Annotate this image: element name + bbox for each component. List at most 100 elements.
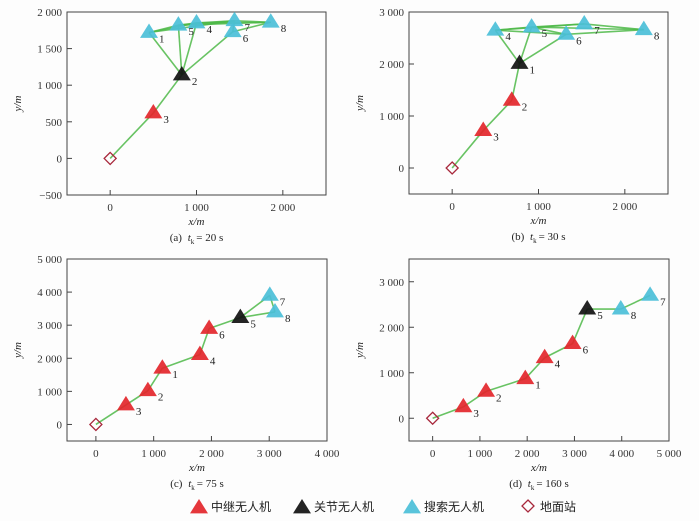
panel-d: 0 1 000 2 000 3 000 4 000 5 000 0 1 000 2 000 3 0…	[354, 258, 682, 492]
node-label: 1	[172, 369, 178, 381]
y-tick-label: 1 000	[37, 386, 62, 398]
x-axis-label: x/m	[188, 462, 205, 474]
search-uav-marker	[266, 302, 284, 318]
link-line	[494, 29, 521, 64]
x-tick-label: 3 000	[562, 448, 587, 460]
relay-uav-marker	[535, 348, 554, 364]
plot-frame	[66, 11, 327, 196]
link-line	[109, 112, 154, 159]
link-line	[148, 32, 183, 76]
node-label: 4	[207, 24, 213, 36]
relay-uav-marker	[144, 104, 163, 119]
y-axis-label: y/m	[354, 342, 366, 359]
y-tick-label: 5 000	[37, 254, 62, 266]
link-line	[571, 308, 588, 344]
relay-uav-marker	[477, 382, 496, 397]
x-tick-label: 0	[430, 448, 436, 460]
search-uav-marker	[225, 11, 244, 27]
y-tick-label: 2 000	[379, 322, 404, 334]
caption-value: = 160 s	[536, 478, 568, 490]
x-tick-label: 0	[449, 201, 455, 213]
y-tick-label: −500	[39, 190, 62, 202]
y-tick-label: 3 000	[379, 7, 404, 19]
y-tick-label: 2 000	[379, 59, 404, 71]
node-label: 6	[576, 35, 582, 47]
y-tick-label: 0	[399, 413, 405, 425]
relay-uav-marker	[138, 381, 157, 397]
node-label: 1	[535, 380, 541, 392]
caption-sub: k	[533, 237, 537, 245]
x-axis-label: x/m	[530, 462, 547, 474]
search-uav-marker	[634, 20, 653, 36]
node-label: 5	[597, 310, 603, 322]
y-tick-label: 0	[57, 419, 63, 431]
relay-uav-marker	[190, 345, 209, 361]
caption-value: = 30 s	[539, 231, 566, 243]
x-tick-label: 1 000	[141, 448, 166, 460]
x-tick-label: 1 000	[184, 202, 209, 214]
relay-uav-marker	[153, 359, 172, 374]
relay-uav-icon	[190, 499, 208, 514]
node-label: 6	[219, 329, 225, 341]
node-label: 7	[660, 296, 666, 308]
y-tick-label: 1 000	[379, 368, 404, 380]
link-line	[518, 26, 533, 64]
search-uav-marker	[261, 13, 280, 28]
node-label: 4	[555, 359, 561, 371]
relay-uav-marker	[454, 397, 473, 413]
node-label: 3	[493, 132, 499, 144]
search-uav-icon	[403, 499, 421, 514]
node-label: 1	[530, 64, 536, 76]
node-label: 6	[583, 345, 589, 357]
relay-uav-marker	[200, 319, 219, 334]
x-tick-label: 2 000	[515, 448, 540, 460]
x-tick-label: 3 000	[257, 448, 282, 460]
link-line	[178, 19, 235, 26]
y-tick-label: 0	[57, 153, 63, 165]
node-label: 3	[136, 406, 142, 418]
panel-caption: (b) tk = 30 s	[511, 231, 565, 245]
link-line	[152, 74, 183, 114]
panel-caption: (c) tk = 75 s	[170, 478, 224, 492]
legend-label: 关节无人机	[314, 500, 374, 514]
caption-t: t	[528, 478, 532, 490]
link-line	[451, 130, 484, 169]
panel-a: 0 1 000 2 000 −500 0 500 1 000 1 500 2 000 x/m y/m…	[12, 7, 327, 246]
search-uav-marker	[187, 13, 206, 29]
node-label: 5	[250, 319, 256, 331]
caption-prefix: (a)	[170, 232, 185, 244]
plot-frame	[66, 258, 328, 442]
ground-station-icon	[521, 499, 535, 513]
search-uav-marker	[223, 22, 242, 38]
node-label: 6	[243, 33, 249, 45]
y-tick-label: 1 000	[37, 80, 62, 92]
caption-t: t	[530, 231, 534, 243]
caption-value: = 20 s	[196, 232, 223, 244]
y-tick-label: 4 000	[37, 287, 62, 299]
y-axis-label: y/m	[12, 96, 24, 113]
key-uav-marker	[172, 65, 191, 81]
y-tick-label: 3 000	[379, 277, 404, 289]
search-uav-marker	[641, 286, 660, 301]
x-tick-label: 4 000	[609, 448, 634, 460]
legend: 中继无人机 关节无人机 搜索无人机 地面站	[190, 499, 576, 514]
node-label: 2	[496, 392, 502, 404]
relay-uav-marker	[516, 369, 535, 385]
y-tick-label: 1 000	[379, 111, 404, 123]
x-tick-label: 4 000	[315, 448, 340, 460]
node-label: 5	[188, 26, 194, 38]
caption-sub: k	[191, 484, 195, 492]
search-uav-marker	[522, 18, 541, 33]
relay-uav-marker	[474, 121, 493, 136]
node-label: 1	[159, 33, 165, 45]
relay-uav-marker	[116, 395, 135, 411]
legend-label: 地面站	[540, 500, 576, 514]
legend-item-key: 关节无人机	[293, 499, 374, 514]
node-label: 8	[281, 23, 287, 35]
caption-t: t	[188, 478, 192, 490]
legend-label: 搜索无人机	[424, 499, 484, 514]
caption-sub: k	[531, 484, 535, 492]
panel-c: 0 1 000 2 000 3 000 4 000 0 1 000 2 000 3 000 4 0…	[12, 254, 340, 492]
y-tick-label: 2 000	[37, 353, 62, 365]
link-line	[234, 19, 271, 24]
